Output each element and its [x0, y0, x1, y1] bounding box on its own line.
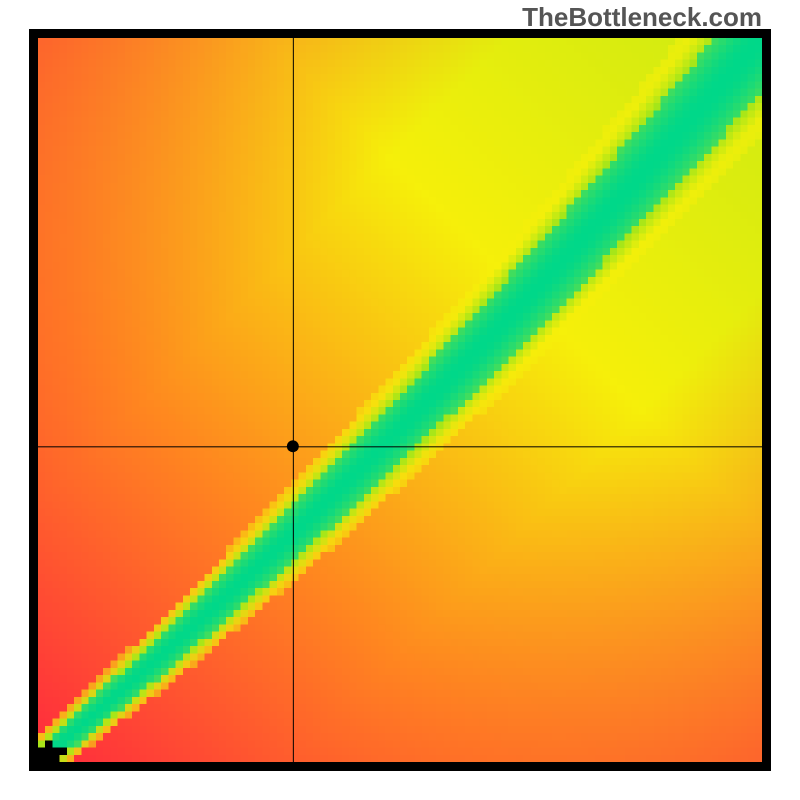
chart-frame: [29, 29, 771, 771]
watermark-text: TheBottleneck.com: [522, 2, 762, 33]
crosshair-overlay: [38, 38, 762, 762]
